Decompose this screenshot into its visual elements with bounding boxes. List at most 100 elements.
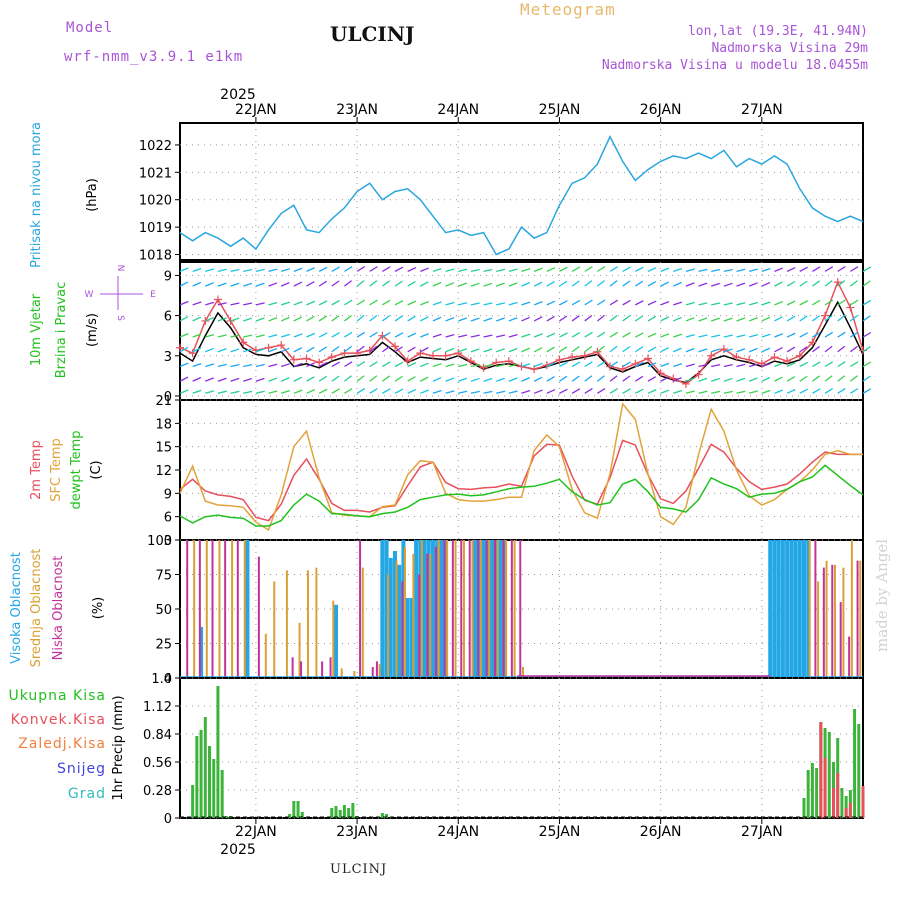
wind-arrow [458, 363, 468, 368]
cloud-bar [387, 574, 390, 678]
wind-arrow [508, 347, 518, 353]
wind-arrow [521, 377, 530, 382]
wind-arrow [862, 299, 872, 306]
wind-arrow [369, 314, 378, 322]
cloud-bar [822, 567, 825, 678]
wind-arrow [470, 390, 480, 394]
wind-gust-marker [289, 355, 298, 364]
cloud-bar [397, 564, 402, 678]
cloud-bar [856, 560, 859, 678]
wind-arrow [774, 389, 784, 394]
wind-arrow [420, 347, 429, 353]
wind-arrow [812, 345, 821, 353]
wind-arrow [192, 333, 202, 338]
wind-arrow [711, 268, 721, 273]
cloud-bar [850, 540, 853, 678]
wind-arrow [761, 281, 771, 287]
wind-arrow [685, 363, 695, 368]
wind-arrow [660, 316, 669, 322]
wind-arrow [597, 299, 606, 306]
model-label: Model [66, 20, 114, 36]
top-year-label: 2025 [220, 87, 256, 103]
wind-arrow [192, 389, 202, 394]
cloud-bar [473, 540, 478, 678]
wind-arrow [179, 316, 189, 322]
wind-arrow [761, 389, 771, 394]
wind-arrow [205, 347, 214, 353]
model-altitude-label: Nadmorska Visina u modelu 18.0455m [601, 58, 868, 73]
wind-arrow [394, 315, 403, 322]
precipitation-bar [338, 810, 342, 818]
wind-arrow [192, 267, 202, 272]
wind-arrow [483, 334, 493, 338]
wind-arrow [205, 390, 215, 394]
precipitation-bar [212, 759, 216, 818]
wind-arrow [596, 345, 605, 353]
wind-arrow [306, 389, 315, 394]
wind-arrow [495, 282, 505, 287]
wind-arrow [647, 332, 657, 338]
cloud-bar [426, 540, 431, 678]
wind-arrow [596, 280, 605, 287]
wind-arrow [812, 388, 821, 394]
wind-arrow [280, 389, 290, 394]
wind-arrow [850, 388, 859, 394]
wind-gust-marker [656, 369, 665, 378]
wind-arrow [711, 334, 721, 338]
precipitation-bar [844, 796, 848, 818]
wind-arrow [306, 267, 315, 272]
wind-arrow [571, 361, 581, 368]
wind-arrow [217, 334, 227, 338]
wind-arrow [597, 331, 606, 338]
temperature-ytick-label: 3 [164, 534, 172, 549]
cloud-bar [218, 540, 221, 678]
cloud-low-title: Niska Oblacnost [51, 556, 66, 661]
wind-arrow [533, 376, 543, 382]
precipitation-bar [296, 801, 300, 818]
wind-arrow [192, 376, 202, 382]
wind-gust-marker [681, 379, 690, 388]
wind-gust-marker [846, 303, 855, 312]
wind-arrow [799, 346, 808, 353]
cloud-bar [243, 540, 246, 678]
wind-gust-marker [568, 353, 577, 362]
wind-arrow [571, 315, 580, 322]
wind-arrow [318, 375, 328, 382]
wind-arrow [255, 390, 265, 394]
wind-arrow [774, 281, 783, 287]
wind-arrow [824, 299, 834, 306]
wind-arrow [862, 361, 872, 368]
wind-title: 10m Vjetar [29, 293, 44, 366]
wind-arrow [786, 315, 796, 322]
wind-gust-marker [643, 354, 652, 363]
cloud-bar [859, 560, 862, 678]
cloud-bar [414, 540, 419, 678]
cloud-bar [797, 540, 802, 678]
pressure-ytick-label: 1022 [139, 139, 172, 154]
wind-arrow [685, 301, 695, 306]
cloud-bar [429, 553, 432, 678]
wind-arrow [318, 315, 328, 322]
wind-arrow [432, 347, 442, 353]
wind-arrow [382, 331, 391, 338]
cloud-bar [479, 540, 482, 678]
wind-arrow [685, 268, 695, 273]
wind-subtitle: Brzina i Pravac [54, 282, 69, 379]
wind-arrow [243, 317, 252, 322]
wind-arrow [243, 390, 253, 394]
wind-gust-marker [669, 374, 678, 383]
wind-arrow [533, 267, 543, 272]
wind-arrow [432, 281, 442, 287]
cloud-bar [409, 597, 414, 678]
cloud-ytick-label: 0 [164, 672, 172, 687]
wind-arrow [521, 316, 530, 322]
wind-arrow [496, 390, 506, 394]
wind-arrow [862, 346, 871, 353]
wind-arrow [736, 334, 746, 338]
wind-arrow [786, 267, 796, 272]
wind-arrow [596, 314, 605, 322]
wind-arrow [293, 347, 303, 353]
wind-arrow [736, 390, 746, 394]
wind-arrow [609, 280, 618, 287]
precipitation-bar [208, 746, 212, 818]
